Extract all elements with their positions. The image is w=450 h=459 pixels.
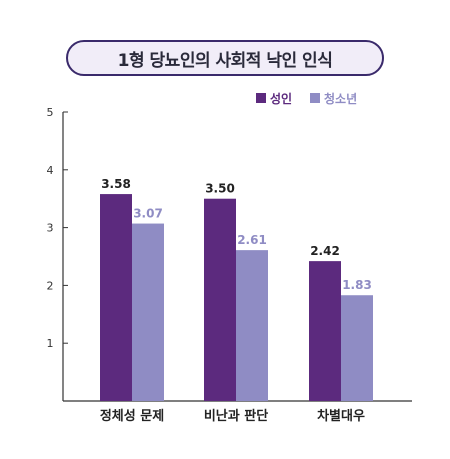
bar-adult [204, 198, 236, 401]
data-label: 3.07 [133, 207, 163, 221]
data-label: 2.42 [310, 244, 340, 258]
chart-title: 1형 당뇨인의 사회적 낙인 인식 [66, 40, 384, 76]
legend-label: 성인 [270, 91, 292, 106]
bar-adult [100, 194, 132, 401]
legend-swatch [256, 93, 266, 103]
y-tick-label: 1 [47, 337, 54, 350]
legend-label: 청소년 [324, 91, 357, 106]
bar-youth [341, 295, 373, 401]
y-tick-label: 2 [47, 279, 54, 292]
bar-youth [236, 250, 268, 401]
legend-swatch [310, 93, 320, 103]
y-tick-label: 5 [47, 106, 54, 119]
y-tick-label: 3 [47, 222, 54, 235]
data-label: 3.58 [101, 177, 131, 191]
x-category-label: 차별대우 [317, 408, 365, 424]
y-tick-label: 4 [47, 164, 54, 177]
bar-adult [309, 261, 341, 401]
bar-youth [132, 223, 164, 401]
data-label: 1.83 [342, 278, 372, 292]
data-label: 2.61 [237, 233, 267, 247]
x-category-label: 비난과 판단 [204, 408, 268, 424]
data-label: 3.50 [205, 182, 235, 196]
x-category-label: 정체성 문제 [100, 408, 164, 424]
